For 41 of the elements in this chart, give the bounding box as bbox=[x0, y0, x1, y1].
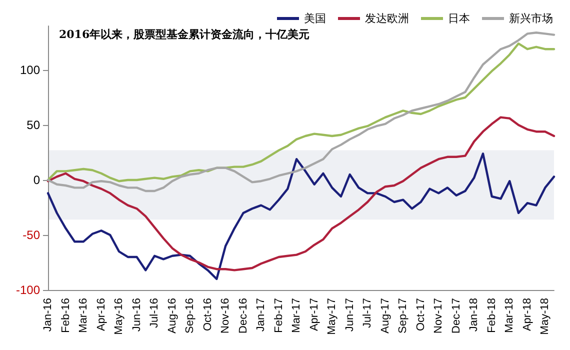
x-tick-label: Mar-18 bbox=[504, 298, 516, 333]
x-tick-label: Apr-18 bbox=[521, 298, 534, 332]
x-tick-label: Nov-16 bbox=[220, 298, 232, 334]
x-tick-label: Jul-16 bbox=[148, 298, 161, 328]
x-tick-label: Jan-17 bbox=[255, 298, 268, 332]
y-tick-label: -100 bbox=[16, 283, 40, 297]
x-tick-label: Oct-16 bbox=[202, 298, 214, 332]
x-tick-label: May-16 bbox=[113, 298, 126, 335]
legend-label: 美国 bbox=[304, 12, 326, 25]
legend-label: 新兴市场 bbox=[509, 12, 553, 25]
x-tick-label: Aug-17 bbox=[379, 298, 392, 334]
x-tick-label: Sep-16 bbox=[184, 298, 196, 334]
x-tick-label: Aug-16 bbox=[166, 298, 178, 334]
x-tick-label: Feb-18 bbox=[486, 298, 498, 333]
x-tick-label: Nov-17 bbox=[432, 298, 445, 334]
x-tick-label: May-17 bbox=[326, 298, 338, 335]
chart-title: 2016年以来，股票型基金累计资金流向，十亿美元 bbox=[59, 28, 310, 41]
x-tick-label: Dec-17 bbox=[450, 298, 462, 334]
y-tick-label: 100 bbox=[20, 63, 40, 77]
line-series bbox=[46, 116, 556, 272]
x-tick-label: Jun-17 bbox=[344, 298, 356, 332]
x-tick-label: Sep-17 bbox=[397, 298, 410, 334]
x-tick-label: Dec-16 bbox=[237, 298, 250, 334]
y-tick-label: 0 bbox=[33, 173, 40, 187]
x-tick-label: Jun-16 bbox=[130, 298, 143, 332]
legend-label: 发达欧洲 bbox=[365, 12, 409, 25]
x-tick-label: Apr-16 bbox=[95, 298, 108, 332]
x-tick-label: Apr-17 bbox=[308, 298, 320, 332]
y-tick-label: -50 bbox=[22, 228, 40, 242]
x-tick-label: Mar-17 bbox=[290, 298, 303, 333]
x-tick-label: Oct-17 bbox=[414, 298, 427, 332]
x-tick-label: Jan-18 bbox=[468, 298, 480, 332]
x-tick-label: Feb-16 bbox=[60, 298, 72, 333]
x-tick-label: Jul-17 bbox=[362, 298, 374, 328]
x-tick-label: Feb-17 bbox=[272, 298, 285, 333]
legend-label: 日本 bbox=[448, 12, 470, 25]
x-tick-label: Jan-16 bbox=[42, 298, 54, 332]
x-tick-label: Mar-16 bbox=[78, 298, 90, 333]
x-tick-label: May-18 bbox=[539, 298, 552, 335]
y-tick-label: 50 bbox=[26, 118, 40, 132]
line-series bbox=[46, 152, 556, 280]
